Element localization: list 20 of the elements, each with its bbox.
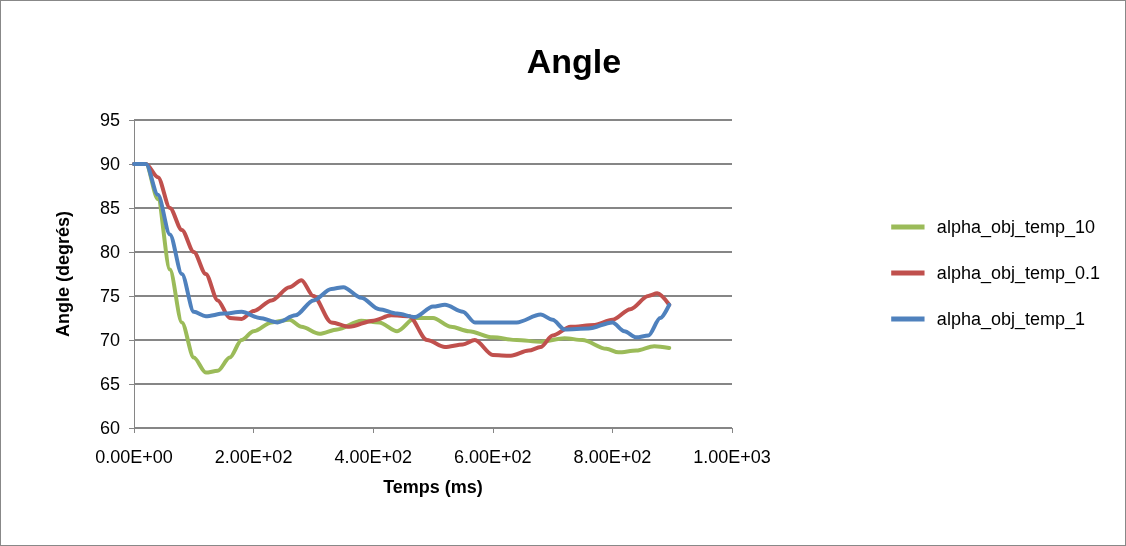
- x-tick-label: 2.00E+02: [214, 447, 293, 467]
- legend-label: alpha_obj_temp_10: [936, 217, 1096, 238]
- x-axis-title: Temps (ms): [383, 477, 483, 497]
- x-tick-label: 6.00E+02: [454, 447, 532, 467]
- legend-label: alpha_obj_temp_1: [936, 309, 1085, 330]
- y-tick-label: 60: [99, 418, 120, 438]
- x-tick-label: 8.00E+02: [573, 447, 652, 467]
- x-tick-label: 4.00E+02: [334, 447, 412, 467]
- y-tick-label: 90: [99, 154, 120, 174]
- chart-title: Angle: [526, 42, 622, 80]
- y-tick-label: 65: [99, 374, 120, 394]
- x-tick-label: 1.00E+03: [693, 447, 771, 467]
- y-tick-label: 80: [99, 242, 120, 262]
- legend-label: alpha_obj_temp_0.1: [936, 263, 1101, 284]
- y-axis-title: Angle (degrés): [53, 210, 73, 338]
- x-tick-label: 0.00E+00: [95, 447, 173, 467]
- y-tick-label: 75: [99, 286, 120, 306]
- y-tick-label: 70: [99, 330, 120, 350]
- y-tick-label: 85: [99, 198, 120, 218]
- y-tick-label: 95: [99, 110, 120, 130]
